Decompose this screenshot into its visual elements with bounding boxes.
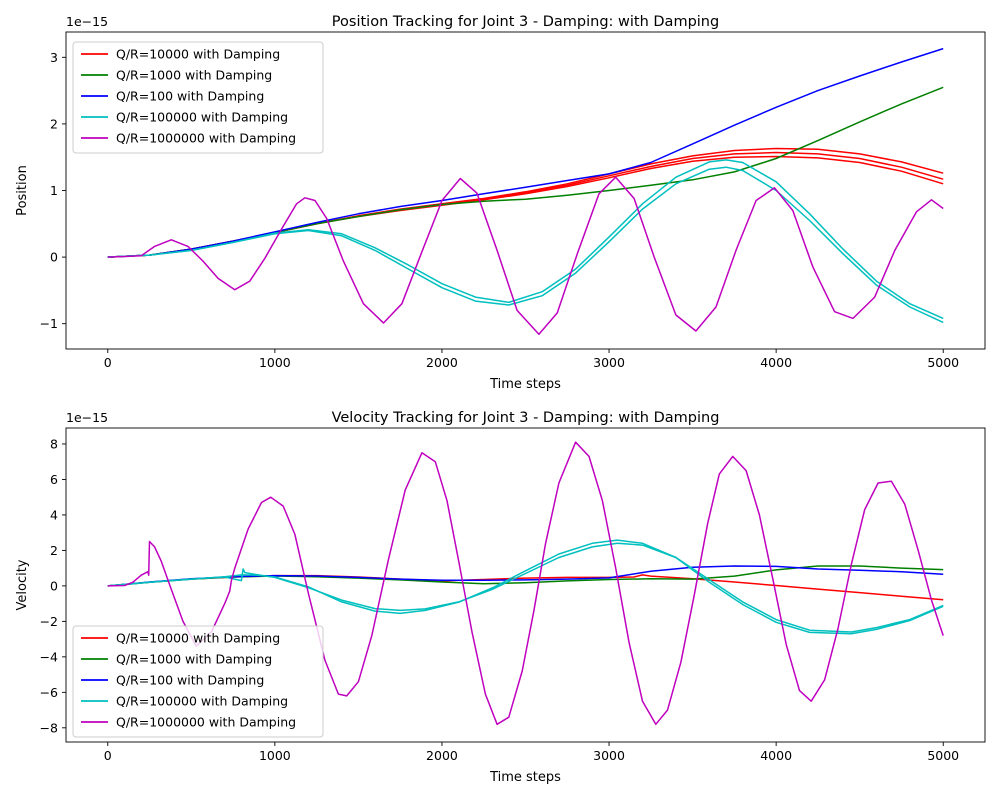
- series-line-4-1: [107, 166, 944, 324]
- y-tick-label: 6: [50, 472, 58, 487]
- x-axis-label: Time steps: [489, 770, 561, 785]
- legend-label: Q/R=1000000 with Damping: [116, 131, 296, 146]
- legend-label: Q/R=1000000 with Damping: [116, 715, 296, 730]
- series-line-4-2: [107, 539, 944, 635]
- chart-title: Position Tracking for Joint 3 - Damping:…: [332, 14, 719, 30]
- y-tick-label: −2: [40, 614, 58, 629]
- legend-label: Q/R=100000 with Damping: [116, 110, 288, 125]
- chart-panel-2: Velocity Tracking for Joint 3 - Damping:…: [15, 410, 986, 785]
- legend-label: Q/R=100 with Damping: [116, 89, 264, 104]
- x-tick-label: 1000: [259, 355, 291, 370]
- x-tick-label: 1000: [259, 748, 291, 763]
- y-tick-label: 0: [50, 250, 58, 265]
- y-tick-label: −8: [40, 720, 58, 735]
- legend-box: [72, 625, 324, 738]
- chart-panel-1: Position Tracking for Joint 3 - Damping:…: [15, 14, 986, 392]
- series-line-3-1: [107, 565, 944, 587]
- x-tick-label: 4000: [760, 355, 792, 370]
- y-tick-label: 2: [50, 116, 58, 131]
- legend: Q/R=10000 with Damping Q/R=1000 with Damp…: [72, 41, 324, 154]
- x-tick-label: 5000: [927, 355, 959, 370]
- y-tick-label: 4: [50, 507, 58, 522]
- series-line-4-1: [107, 542, 944, 633]
- legend-label: Q/R=10000 with Damping: [116, 47, 280, 62]
- legend-label: Q/R=1000 with Damping: [116, 68, 272, 83]
- series-group: [107, 47, 944, 336]
- legend-box: [72, 41, 324, 154]
- y-tick-label: 1: [50, 183, 58, 198]
- x-tick-label: 2000: [426, 748, 458, 763]
- plot-frame: [65, 427, 986, 743]
- legend-label: Q/R=10000 with Damping: [116, 631, 280, 646]
- y-tick-label: 3: [50, 50, 58, 65]
- x-tick-label: 2000: [426, 355, 458, 370]
- y-offset-text: 1e−15: [66, 14, 108, 29]
- y-tick-label: −4: [40, 649, 58, 664]
- x-tick-label: 3000: [593, 748, 625, 763]
- series-line-5-1: [107, 176, 944, 336]
- x-tick-label: 0: [104, 355, 112, 370]
- y-tick-label: −6: [40, 685, 58, 700]
- y-tick-label: 8: [50, 436, 58, 451]
- legend-label: Q/R=100000 with Damping: [116, 694, 288, 709]
- x-tick-label: 3000: [593, 355, 625, 370]
- legend: Q/R=10000 with Damping Q/R=1000 with Damp…: [72, 625, 324, 738]
- x-tick-label: 0: [104, 748, 112, 763]
- x-axis-label: Time steps: [489, 377, 561, 392]
- y-axis-label: Position: [15, 165, 30, 216]
- x-tick-label: 4000: [760, 748, 792, 763]
- series-line-4-2: [107, 159, 944, 320]
- y-tick-label: 0: [50, 578, 58, 593]
- y-axis-label: Velocity: [15, 559, 30, 610]
- chart-title: Velocity Tracking for Joint 3 - Damping:…: [332, 410, 720, 426]
- y-tick-label: 2: [50, 543, 58, 558]
- series-line-3-1: [107, 47, 944, 258]
- x-tick-label: 5000: [927, 748, 959, 763]
- legend-label: Q/R=100 with Damping: [116, 673, 264, 688]
- y-tick-label: −1: [40, 316, 58, 331]
- y-offset-text: 1e−15: [66, 410, 108, 425]
- legend-label: Q/R=1000 with Damping: [116, 652, 272, 667]
